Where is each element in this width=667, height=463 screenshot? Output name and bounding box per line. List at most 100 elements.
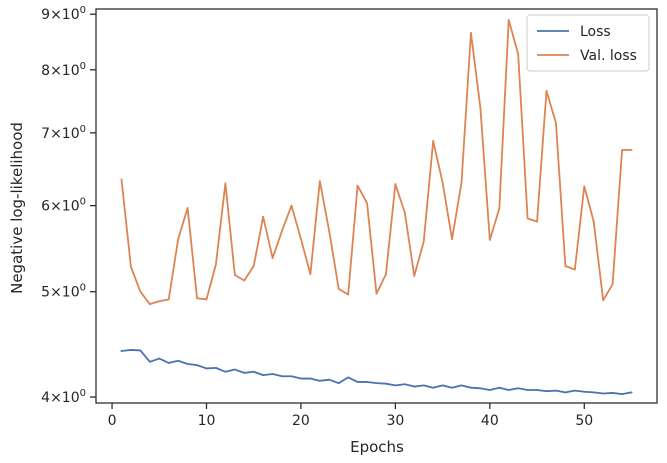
- data-point-val-loss: [630, 149, 633, 151]
- data-point-val-loss: [318, 180, 321, 183]
- data-point-loss: [300, 377, 302, 380]
- data-point-val-loss: [337, 287, 340, 290]
- series-line-loss: [120, 349, 633, 396]
- data-point-loss: [526, 389, 529, 391]
- data-point-loss: [290, 375, 293, 378]
- data-point-loss: [196, 364, 198, 367]
- data-point-val-loss: [262, 215, 265, 218]
- data-point-loss: [545, 390, 548, 393]
- data-point-loss: [555, 389, 557, 392]
- x-tick-label: 50: [575, 413, 593, 429]
- data-point-loss: [158, 357, 161, 360]
- data-point-loss: [583, 390, 586, 393]
- data-point-loss: [366, 381, 368, 383]
- x-tick-label: 0: [108, 413, 117, 429]
- x-tick-label: 10: [198, 413, 216, 429]
- data-point-val-loss: [517, 53, 520, 56]
- data-point-loss: [621, 393, 623, 396]
- data-point-loss: [441, 384, 444, 387]
- data-point-loss: [120, 350, 123, 352]
- data-point-val-loss: [328, 230, 331, 233]
- data-point-loss: [271, 373, 274, 375]
- data-point-loss: [139, 349, 142, 352]
- data-point-val-loss: [602, 299, 605, 302]
- data-point-val-loss: [536, 220, 538, 223]
- legend-box: [526, 14, 650, 72]
- data-point-val-loss: [243, 279, 246, 282]
- data-point-val-loss: [347, 293, 350, 296]
- data-point-val-loss: [224, 182, 227, 185]
- data-point-loss: [337, 382, 340, 385]
- x-tick-label: 20: [292, 413, 310, 429]
- legend-label-loss: Loss: [580, 24, 611, 40]
- data-point-val-loss: [158, 300, 161, 303]
- data-point-loss: [224, 370, 227, 373]
- y-tick-label: 4×100: [41, 388, 86, 406]
- data-point-loss: [262, 374, 265, 377]
- data-point-val-loss: [545, 90, 548, 92]
- data-point-loss: [488, 389, 491, 391]
- data-point-val-loss: [470, 32, 472, 34]
- data-point-loss: [403, 383, 406, 386]
- data-point-loss: [573, 389, 576, 392]
- data-point-val-loss: [309, 273, 312, 276]
- plot-area-frame: [95, 8, 658, 404]
- data-point-val-loss: [621, 149, 623, 151]
- data-point-loss: [347, 376, 350, 379]
- data-point-loss: [592, 391, 595, 394]
- data-point-loss: [422, 384, 425, 387]
- data-point-val-loss: [233, 274, 236, 276]
- data-point-loss: [498, 386, 501, 389]
- data-point-val-loss: [196, 297, 198, 300]
- data-point-val-loss: [592, 220, 595, 223]
- data-point-val-loss: [385, 273, 387, 276]
- data-point-val-loss: [252, 265, 255, 267]
- data-point-loss: [281, 375, 283, 378]
- legend-label-val-loss: Val. loss: [580, 48, 637, 64]
- data-point-val-loss: [281, 229, 283, 232]
- data-point-loss: [536, 389, 538, 391]
- data-point-loss: [233, 368, 236, 371]
- data-point-val-loss: [177, 238, 180, 240]
- data-point-val-loss: [394, 183, 397, 186]
- y-tick-label: 9×100: [41, 5, 86, 23]
- data-point-loss: [507, 389, 510, 391]
- data-point-val-loss: [498, 207, 501, 210]
- x-axis-ticks: 0 10 20 30 40 50: [108, 403, 593, 429]
- data-point-val-loss: [215, 263, 217, 266]
- data-point-loss: [517, 387, 520, 390]
- data-point-loss: [432, 386, 435, 389]
- data-point-loss: [167, 362, 170, 364]
- data-point-val-loss: [488, 239, 491, 241]
- data-point-val-loss: [356, 184, 359, 187]
- data-point-loss: [205, 367, 208, 370]
- legend: Loss Val. loss: [526, 14, 650, 72]
- y-tick-label: 5×100: [41, 283, 86, 301]
- data-point-loss: [328, 378, 331, 381]
- data-point-loss: [451, 386, 453, 389]
- y-tick-label: 8×100: [41, 61, 86, 79]
- data-point-loss: [177, 359, 180, 362]
- data-point-val-loss: [205, 298, 208, 301]
- data-point-loss: [564, 391, 567, 394]
- data-point-val-loss: [167, 298, 170, 301]
- data-point-loss: [148, 360, 151, 363]
- data-point-loss: [394, 384, 397, 387]
- data-point-val-loss: [564, 265, 567, 267]
- data-point-val-loss: [451, 238, 453, 240]
- data-point-val-loss: [441, 181, 444, 184]
- data-point-val-loss: [139, 290, 142, 293]
- x-tick-label: 30: [386, 413, 404, 429]
- y-axis-label: Negative log-likelihood: [8, 122, 26, 294]
- data-point-val-loss: [526, 217, 529, 220]
- data-point-loss: [375, 382, 378, 385]
- data-point-val-loss: [479, 107, 482, 109]
- data-point-loss: [479, 387, 482, 390]
- data-point-loss: [356, 381, 359, 383]
- data-point-loss: [318, 379, 321, 382]
- data-point-loss: [243, 372, 246, 374]
- data-point-val-loss: [403, 211, 406, 214]
- data-point-val-loss: [366, 202, 368, 205]
- y-axis-ticks: 4×100 5×100 6×100 7×100 8×100 9×100: [41, 5, 96, 406]
- data-point-loss: [309, 377, 312, 380]
